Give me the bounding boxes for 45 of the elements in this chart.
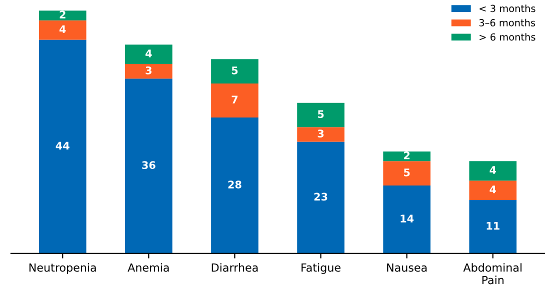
bar bbox=[469, 200, 517, 254]
bar bbox=[38, 40, 86, 254]
data-label: 5 bbox=[232, 66, 238, 74]
data-label: 3 bbox=[146, 66, 152, 74]
bar bbox=[383, 151, 430, 162]
x-tick-label: Anemia bbox=[128, 263, 169, 272]
legend-label: < 3 months bbox=[480, 4, 536, 12]
data-label: 14 bbox=[400, 214, 414, 222]
bar bbox=[469, 161, 517, 181]
x-tick-label: Fatigue bbox=[302, 263, 340, 274]
data-label: 2 bbox=[60, 10, 66, 18]
bar bbox=[125, 78, 172, 254]
bar bbox=[297, 127, 344, 142]
bar bbox=[211, 59, 258, 84]
data-label: 44 bbox=[56, 142, 70, 150]
data-label: 4 bbox=[490, 166, 496, 174]
data-label: 11 bbox=[486, 222, 500, 230]
x-tick-label: Diarrhea bbox=[212, 263, 258, 272]
bar bbox=[38, 20, 86, 40]
bar bbox=[297, 102, 344, 128]
x-tick-label: Neutropenia bbox=[29, 263, 96, 274]
data-label: 36 bbox=[142, 161, 156, 170]
legend-label: > 6 months bbox=[480, 33, 536, 41]
legend-label: 3–6 months bbox=[479, 18, 536, 26]
bar bbox=[383, 185, 430, 254]
bar bbox=[38, 10, 86, 20]
bar bbox=[383, 161, 430, 186]
bar bbox=[211, 117, 258, 254]
bar bbox=[211, 83, 258, 118]
data-label: 2 bbox=[404, 151, 410, 160]
data-label: 4 bbox=[146, 50, 152, 58]
x-tick-label: Nausea bbox=[387, 264, 427, 272]
bar bbox=[297, 142, 344, 254]
data-label: 4 bbox=[59, 25, 66, 33]
data-label: 7 bbox=[232, 96, 238, 104]
data-label: 28 bbox=[228, 180, 242, 188]
bar bbox=[125, 44, 172, 64]
bar bbox=[469, 180, 517, 200]
data-label: 4 bbox=[490, 186, 496, 194]
data-label: 3 bbox=[318, 130, 324, 138]
data-label: 23 bbox=[314, 192, 328, 201]
data-label: 5 bbox=[404, 168, 410, 176]
data-label: 5 bbox=[318, 110, 324, 118]
bar bbox=[125, 64, 172, 79]
x-tick-label: Abdominal Pain bbox=[463, 263, 522, 284]
